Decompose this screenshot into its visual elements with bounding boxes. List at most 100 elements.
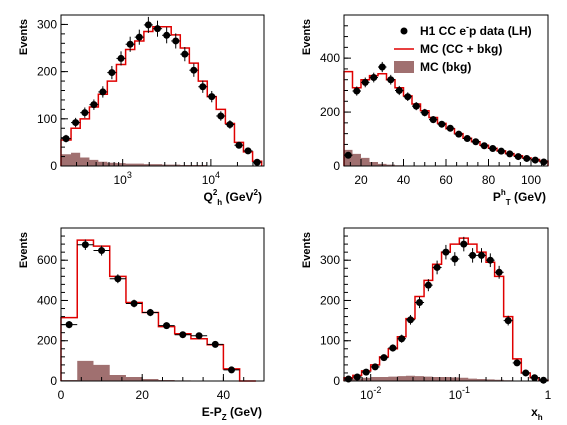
y-tick-label: 200 — [37, 334, 57, 348]
y-tick-label: 0 — [333, 374, 340, 388]
data-point — [495, 268, 503, 276]
x-tick-label: 20 — [136, 388, 150, 402]
x-tick-label: 40 — [397, 173, 411, 187]
data-point — [489, 144, 497, 152]
data-point — [108, 69, 116, 77]
data-point — [416, 298, 424, 306]
y-tick-label: 300 — [320, 253, 340, 267]
data-point — [179, 331, 187, 339]
data-point — [389, 344, 397, 352]
x-tick-label: 103 — [113, 170, 131, 187]
data-point — [361, 78, 369, 86]
data-point — [412, 102, 420, 110]
data-point — [378, 63, 386, 71]
legend: H1 CC e-p data (LH) MC (CC + bkg) MC (bk… — [394, 22, 532, 74]
data-point — [433, 263, 441, 271]
data-point — [190, 66, 198, 74]
data-point — [211, 340, 219, 348]
panel-xh: 0 100 200 300 10-2 10-1 1 Events xh — [301, 227, 552, 422]
x-axis-label: xh — [531, 405, 546, 422]
data-point — [460, 240, 468, 248]
data-point — [463, 134, 471, 142]
data-point — [353, 87, 361, 95]
x-tick-label: 10-2 — [360, 385, 381, 402]
data-point — [217, 112, 225, 120]
legend-bkg-label: MC (bkg) — [420, 60, 471, 74]
data-point — [387, 76, 395, 84]
data-point — [486, 256, 494, 264]
data-point — [522, 369, 530, 377]
data-point — [181, 50, 189, 58]
y-axis-label: Events — [18, 232, 30, 268]
data-point — [253, 158, 261, 166]
legend-data-label: H1 CC e-p data (LH) — [420, 22, 532, 38]
data-point — [438, 120, 446, 128]
data-point — [362, 368, 370, 376]
data-point — [226, 120, 234, 128]
mc-total-histogram — [60, 239, 256, 382]
data-point — [497, 147, 505, 155]
mc-bkg-histogram — [344, 149, 548, 166]
x-tick-label: 80 — [482, 173, 496, 187]
data-point — [451, 255, 459, 263]
y-tick-label: 0 — [50, 374, 57, 388]
data-point — [406, 316, 414, 324]
data-point — [531, 156, 539, 164]
legend-bkg-box — [394, 61, 414, 73]
data-point — [114, 275, 122, 283]
mc-bkg-histogram — [61, 152, 262, 166]
data-point — [146, 309, 154, 317]
y-tick-label: 400 — [37, 293, 57, 307]
x-tick-label: 100 — [521, 173, 541, 187]
data-point — [81, 241, 89, 249]
x-tick-label: 1 — [545, 388, 552, 402]
data-point — [429, 116, 437, 124]
data-point — [228, 366, 236, 374]
data-point — [235, 141, 243, 149]
data-point — [163, 31, 171, 39]
data-point — [480, 142, 488, 150]
y-axis-label: Events — [301, 19, 313, 55]
mc-bkg-histogram — [61, 360, 256, 381]
y-axis-label: Events — [301, 232, 313, 268]
data-point — [395, 87, 403, 94]
y-tick-label: 100 — [37, 112, 57, 126]
data-point — [208, 93, 216, 101]
x-tick-label: 0 — [58, 388, 65, 402]
y-tick-label: 300 — [37, 17, 57, 31]
data-point — [163, 322, 171, 330]
y-tick-label: 200 — [37, 65, 57, 79]
data-point — [523, 154, 531, 162]
mc-total-histogram — [60, 26, 263, 166]
data-point — [65, 321, 73, 329]
legend-data-marker — [400, 27, 408, 35]
data-point — [344, 151, 352, 159]
x-tick-label: 10-1 — [449, 385, 470, 402]
y-tick-label: 0 — [333, 159, 340, 173]
x-axis-label: PhT (GeV) — [493, 188, 546, 207]
data-point — [442, 248, 450, 256]
y-tick-label: 200 — [320, 293, 340, 307]
data-point — [455, 130, 463, 138]
data-point — [172, 37, 180, 45]
data-point — [472, 138, 480, 146]
data-point — [404, 93, 412, 101]
data-point — [135, 33, 143, 41]
plot-frame — [60, 227, 265, 382]
data-point — [153, 25, 161, 33]
plot-frame — [60, 14, 265, 167]
data-point — [81, 109, 89, 117]
y-tick-label: 100 — [320, 334, 340, 348]
data-point — [504, 317, 512, 325]
data-point — [72, 119, 80, 127]
data-point — [477, 251, 485, 259]
data-point — [117, 54, 125, 62]
data-point — [371, 363, 379, 371]
data-point — [144, 21, 152, 29]
data-point — [195, 332, 203, 340]
data-point — [62, 135, 70, 143]
legend-mc-label: MC (CC + bkg) — [420, 42, 502, 56]
data-point — [421, 109, 429, 117]
data-point — [513, 359, 521, 367]
